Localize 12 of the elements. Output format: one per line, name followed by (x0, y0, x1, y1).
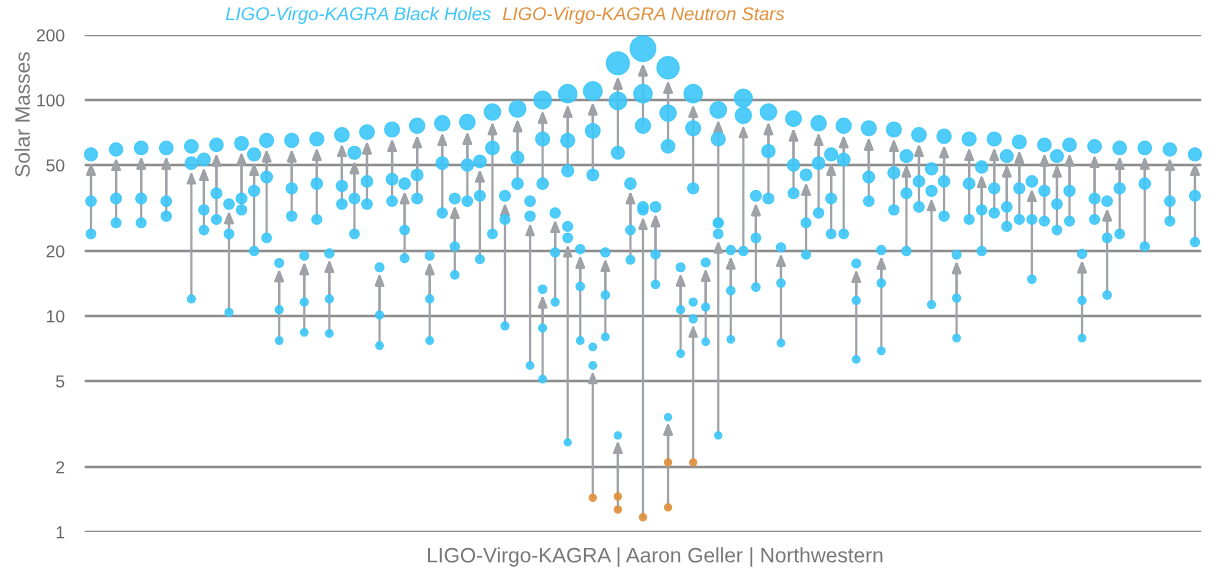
y-tick-label: 2 (56, 461, 65, 474)
y-tick-label: 50 (46, 159, 65, 172)
y-tick-label: 100 (37, 94, 65, 107)
y-tick-label: 10 (47, 310, 65, 323)
y-tick-label: 200 (36, 29, 65, 42)
y-tick-label: 20 (46, 245, 65, 258)
text: LIGO-Virgo-KAGRA Black Holes (225, 6, 491, 24)
y-tick-label: 1 (56, 526, 65, 539)
y-tick-label: 5 (56, 375, 65, 388)
y-axis-title: Solar Masses (14, 52, 30, 177)
text: LIGO-Virgo-KAGRA | Aaron Geller | Northwestern (428, 547, 883, 567)
text: LIGO-Virgo-KAGRA Neutron Stars (502, 6, 785, 24)
